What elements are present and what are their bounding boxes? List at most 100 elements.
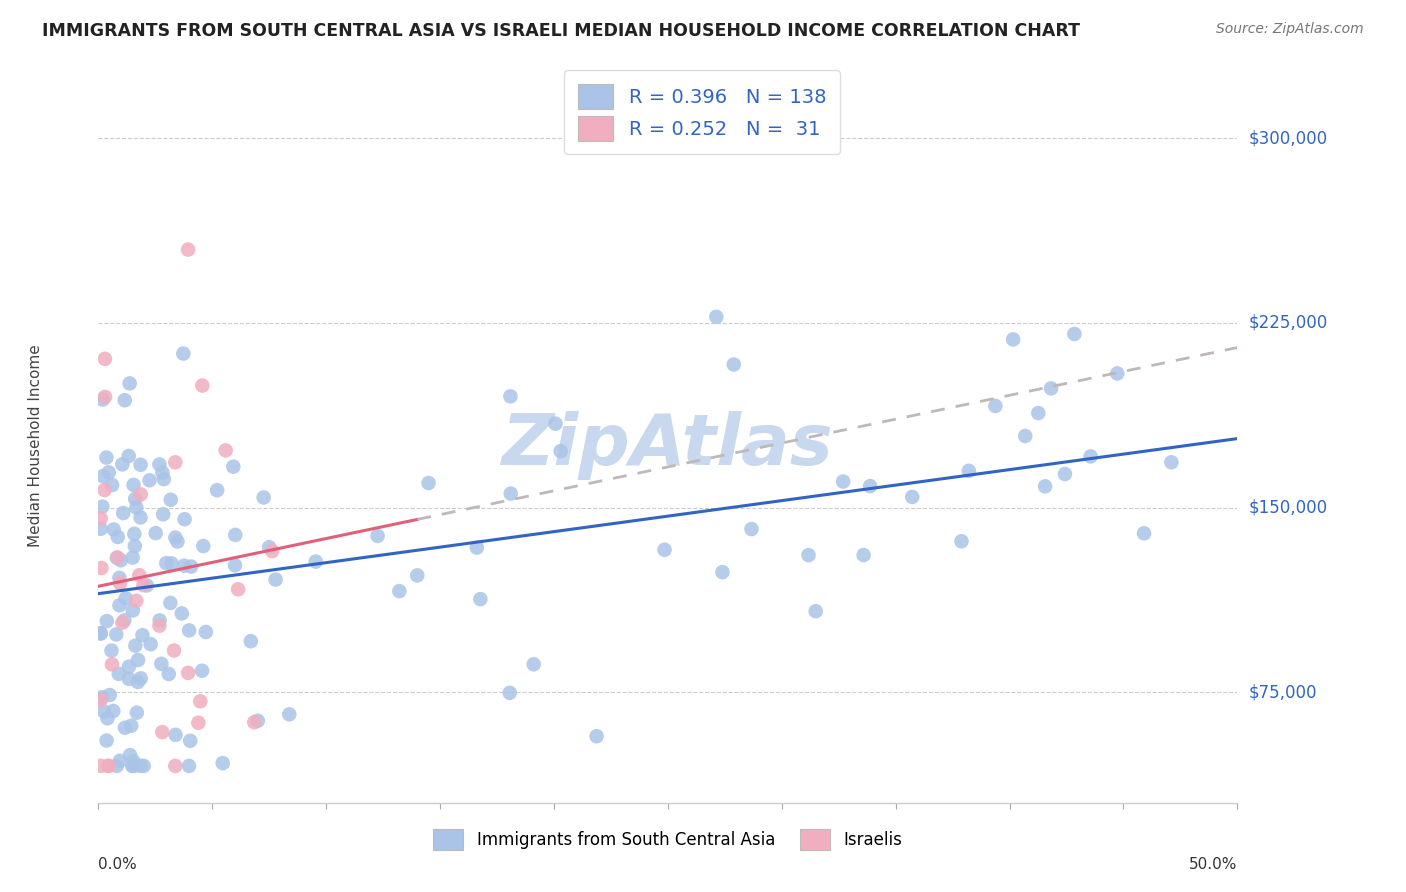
Point	[129, 458, 152, 472]
Point	[222, 459, 245, 474]
Point	[1002, 333, 1025, 347]
Point	[127, 675, 149, 690]
Point	[239, 634, 262, 648]
Point	[91, 500, 114, 514]
Point	[191, 664, 214, 678]
Point	[388, 584, 411, 599]
Point	[957, 464, 980, 478]
Point	[152, 508, 174, 522]
Point	[100, 643, 122, 657]
Point	[110, 553, 132, 567]
Text: $75,000: $75,000	[1249, 683, 1317, 701]
Point	[177, 759, 200, 773]
Point	[131, 628, 153, 642]
Point	[112, 506, 135, 520]
Point	[107, 550, 129, 565]
Point	[188, 694, 211, 708]
Point	[98, 688, 121, 702]
Point	[465, 541, 488, 555]
Point	[177, 243, 200, 257]
Point	[97, 759, 120, 773]
Point	[165, 728, 187, 742]
Point	[108, 576, 131, 591]
Point	[1107, 367, 1129, 381]
Point	[125, 594, 148, 608]
Point	[96, 450, 118, 465]
Point	[105, 627, 128, 641]
Point	[93, 483, 115, 497]
Point	[804, 604, 827, 618]
Point	[418, 476, 440, 491]
Point	[90, 759, 112, 773]
Point	[1014, 429, 1036, 443]
Point	[129, 671, 152, 685]
Point	[111, 615, 134, 630]
Point	[103, 523, 125, 537]
Point	[90, 626, 112, 640]
Point	[91, 392, 114, 407]
Point	[984, 399, 1007, 413]
Point	[150, 657, 173, 671]
Point	[132, 759, 155, 773]
Text: IMMIGRANTS FROM SOUTH CENTRAL ASIA VS ISRAELI MEDIAN HOUSEHOLD INCOME CORRELATIO: IMMIGRANTS FROM SOUTH CENTRAL ASIA VS IS…	[42, 22, 1080, 40]
Point	[165, 455, 187, 469]
Point	[107, 666, 129, 681]
Point	[122, 478, 145, 492]
Text: $150,000: $150,000	[1249, 499, 1327, 516]
Point	[1080, 450, 1102, 464]
Point	[1133, 526, 1156, 541]
Point	[124, 526, 146, 541]
Point	[129, 510, 152, 524]
Point	[90, 561, 112, 575]
Point	[148, 458, 170, 472]
Point	[257, 540, 280, 554]
Point	[305, 555, 328, 569]
Point	[121, 550, 143, 565]
Point	[120, 748, 142, 763]
Text: 50.0%: 50.0%	[1189, 857, 1237, 872]
Point	[550, 444, 572, 458]
Text: Median Household Income: Median Household Income	[28, 344, 44, 548]
Point	[97, 759, 120, 773]
Point	[211, 756, 233, 771]
Point	[121, 603, 143, 617]
Point	[1063, 326, 1085, 341]
Point	[120, 719, 142, 733]
Text: $225,000: $225,000	[1249, 314, 1327, 332]
Point	[179, 624, 201, 638]
Point	[103, 704, 125, 718]
Point	[1040, 381, 1063, 395]
Point	[1053, 467, 1076, 481]
Point	[165, 759, 187, 773]
Point	[90, 522, 112, 536]
Point	[150, 725, 173, 739]
Point	[96, 711, 118, 725]
Point	[406, 568, 429, 582]
Point	[1026, 406, 1049, 420]
Point	[108, 571, 131, 585]
Point	[246, 714, 269, 728]
Point	[118, 449, 141, 463]
Point	[97, 466, 120, 480]
Point	[111, 458, 134, 472]
Point	[832, 475, 855, 489]
Point	[499, 389, 522, 403]
Point	[114, 721, 136, 735]
Point	[90, 693, 112, 707]
Point	[170, 607, 193, 621]
Point	[163, 643, 186, 657]
Point	[166, 534, 188, 549]
Point	[711, 565, 734, 579]
Point	[145, 526, 167, 541]
Point	[153, 472, 176, 486]
Point	[179, 733, 201, 747]
Point	[148, 618, 170, 632]
Point	[901, 490, 924, 504]
Point	[101, 657, 124, 672]
Point	[121, 759, 143, 773]
Point	[723, 358, 745, 372]
Point	[226, 582, 249, 597]
Point	[165, 531, 187, 545]
Point	[224, 528, 246, 542]
Text: ZipAtlas: ZipAtlas	[502, 411, 834, 481]
